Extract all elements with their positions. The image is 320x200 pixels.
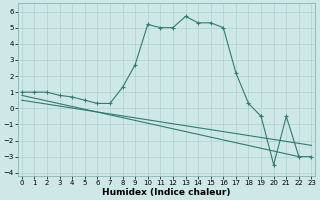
X-axis label: Humidex (Indice chaleur): Humidex (Indice chaleur) bbox=[102, 188, 231, 197]
